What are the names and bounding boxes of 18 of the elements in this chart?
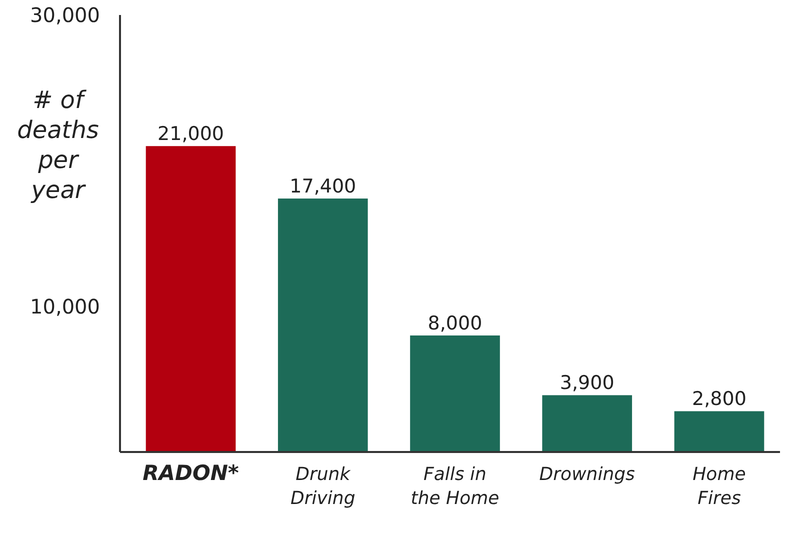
- data-label: 8,000: [428, 312, 482, 334]
- y-tick-label: 10,000: [30, 294, 100, 318]
- bar: [146, 146, 236, 452]
- data-label: 21,000: [158, 123, 224, 146]
- y-axis-title: # of deaths per year: [17, 86, 99, 204]
- x-tick-label: Falls in the Home: [410, 464, 500, 509]
- x-tick-label: Home Fires: [692, 464, 746, 509]
- y-tick-label: 30,000: [30, 3, 100, 27]
- bar: [674, 411, 764, 452]
- bar: [410, 335, 500, 452]
- x-tick-label: Drunk Driving: [290, 464, 356, 509]
- bar: [542, 395, 632, 452]
- data-label: 3,900: [560, 372, 614, 394]
- data-label: 17,400: [290, 176, 356, 198]
- data-label: 2,800: [692, 388, 746, 410]
- bar: [278, 198, 368, 452]
- x-tick-label: Drownings: [539, 464, 635, 485]
- x-tick-label: RADON*: [142, 461, 239, 485]
